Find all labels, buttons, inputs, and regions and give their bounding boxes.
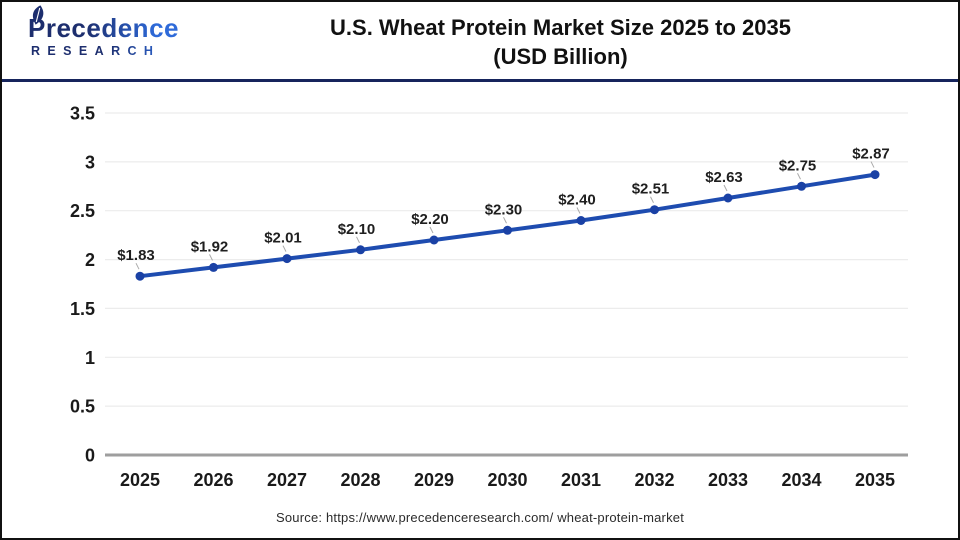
data-point <box>797 181 806 191</box>
chart-title-line2: (USD Billion) <box>493 44 628 69</box>
source-attribution: Source: https://www.precedenceresearch.c… <box>275 510 685 525</box>
label-leader-line <box>282 245 287 252</box>
x-tick-label: 2029 <box>414 470 454 490</box>
x-tick-label: 2031 <box>561 470 601 490</box>
label-leader-line <box>870 161 875 168</box>
y-tick-label: 3 <box>85 152 95 172</box>
y-tick-label: 2.5 <box>70 201 95 221</box>
x-tick-label: 2025 <box>120 470 160 490</box>
precedence-research-logo: Precedence RESEARCH <box>28 5 179 58</box>
y-tick-label: 2 <box>85 250 95 270</box>
data-point <box>282 254 292 264</box>
y-tick-label: 0.5 <box>70 397 95 417</box>
label-leader-line <box>723 184 728 192</box>
data-point-label: $2.10 <box>338 221 376 238</box>
x-tick-label: 2027 <box>267 470 307 490</box>
data-point <box>870 170 880 180</box>
data-point <box>429 235 439 245</box>
x-tick-label: 2030 <box>487 470 527 490</box>
data-point <box>135 271 145 281</box>
data-point-label: $1.83 <box>117 247 155 264</box>
x-tick-label: 2028 <box>340 470 380 490</box>
market-size-line <box>138 172 877 279</box>
y-tick-label: 1.5 <box>70 299 95 319</box>
data-point-label: $2.87 <box>852 146 890 163</box>
data-point-label: $2.01 <box>264 230 302 247</box>
data-point-label: $2.63 <box>705 169 743 186</box>
data-point <box>650 205 659 215</box>
logo-subtitle: RESEARCH <box>28 44 179 58</box>
data-point <box>576 216 586 225</box>
label-leader-line <box>650 196 654 203</box>
leaf-icon <box>32 5 44 25</box>
header: Precedence RESEARCH U.S. Wheat Protein M… <box>2 2 958 82</box>
data-point <box>209 262 218 272</box>
data-point-label: $2.40 <box>558 192 596 209</box>
data-point <box>723 193 733 203</box>
x-tick-label: 2033 <box>708 470 748 490</box>
y-tick-label: 1 <box>85 348 95 368</box>
line-chart: 0 0.5 1 1.5 2 2.5 3 3.5 2025 2026 2027 2028 2029 2030… <box>70 104 908 490</box>
data-point-label: $1.92 <box>191 238 229 255</box>
label-leader-line <box>135 262 140 270</box>
x-tick-label: 2032 <box>634 470 674 490</box>
chart-area: 0 0.5 1 1.5 2 2.5 3 3.5 2025 2026 2027 2028 2029 2030… <box>2 82 958 538</box>
data-point <box>503 225 512 235</box>
label-leader-line <box>503 217 507 224</box>
label-leader-line <box>797 173 801 180</box>
label-leader-line <box>209 254 213 261</box>
y-tick-label: 3.5 <box>70 104 95 124</box>
label-leader-line <box>429 226 434 234</box>
data-point-label: $2.30 <box>485 201 523 218</box>
x-tick-label: 2026 <box>193 470 233 490</box>
x-tick-label: 2034 <box>781 470 821 490</box>
data-point-label: $2.51 <box>632 181 670 198</box>
y-tick-label: 0 <box>85 446 95 466</box>
logo-wordmark: Precedence <box>28 13 179 43</box>
chart-title-line1: U.S. Wheat Protein Market Size 2025 to 2… <box>330 15 791 40</box>
data-point-label: $2.75 <box>779 157 817 174</box>
x-tick-label: 2035 <box>855 470 895 490</box>
data-point-label: $2.20 <box>411 211 449 228</box>
label-leader-line <box>356 236 360 244</box>
label-leader-line <box>576 207 581 214</box>
data-point <box>356 245 365 255</box>
chart-title: U.S. Wheat Protein Market Size 2025 to 2… <box>167 13 954 71</box>
